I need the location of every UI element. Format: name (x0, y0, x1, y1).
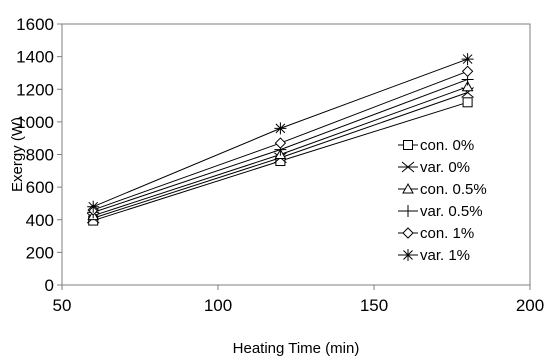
legend-marker (402, 249, 414, 261)
legend: con. 0% var. 0% con. 0.5% var. 0.5% con. 1% v… (398, 137, 487, 264)
legend-item-3: var. 0.5% (398, 203, 483, 220)
legend-label: con. 0% (420, 137, 474, 154)
series-layer (86, 53, 474, 226)
legend-marker (402, 227, 414, 239)
legend-label: con. 0.5% (420, 181, 487, 198)
legend-item-0: con. 0% (398, 137, 474, 154)
series-4 (87, 65, 474, 216)
legend-marker (402, 182, 414, 194)
x-tick-label: 100 (204, 296, 232, 315)
data-point (274, 122, 287, 135)
series-5 (87, 53, 474, 213)
y-tick-label: 200 (26, 243, 54, 262)
y-tick-label: 800 (26, 146, 54, 165)
legend-marker (401, 161, 415, 173)
y-tick-label: 0 (45, 276, 54, 295)
data-point (461, 53, 474, 66)
legend-label: var. 0% (420, 159, 470, 176)
y-tick-label: 1400 (16, 48, 54, 67)
data-point (462, 97, 473, 108)
x-tick-label: 200 (516, 296, 544, 315)
legend-item-5: var. 1% (398, 247, 470, 264)
x-tick-label: 150 (360, 296, 388, 315)
data-point (461, 80, 474, 92)
y-tick-label: 1200 (16, 80, 54, 99)
y-axis-title: Exergy (W) (9, 117, 26, 192)
legend-marker (403, 140, 413, 150)
legend-label: var. 1% (420, 247, 470, 264)
y-axis: 0 200 400 600 800 1000 1200 1400 1600 (16, 15, 62, 295)
y-tick-label: 600 (26, 178, 54, 197)
legend-item-4: con. 1% (398, 225, 474, 242)
legend-label: con. 1% (420, 225, 474, 242)
y-tick-label: 1000 (16, 113, 54, 132)
plot-border (61, 23, 531, 286)
x-tick-label: 50 (53, 296, 72, 315)
x-axis: 50 100 150 200 (53, 285, 544, 315)
plot-area (61, 23, 531, 286)
legend-marker (402, 205, 414, 217)
data-point (274, 137, 287, 149)
x-axis-title: Heating Time (min) (233, 340, 360, 357)
legend-label: var. 0.5% (420, 203, 483, 220)
data-point (87, 200, 100, 213)
legend-item-1: var. 0% (398, 159, 470, 176)
y-tick-label: 400 (26, 211, 54, 230)
legend-item-2: con. 0.5% (398, 181, 487, 198)
y-tick-label: 1600 (16, 15, 54, 34)
data-point (461, 65, 474, 78)
series-0 (88, 97, 473, 226)
